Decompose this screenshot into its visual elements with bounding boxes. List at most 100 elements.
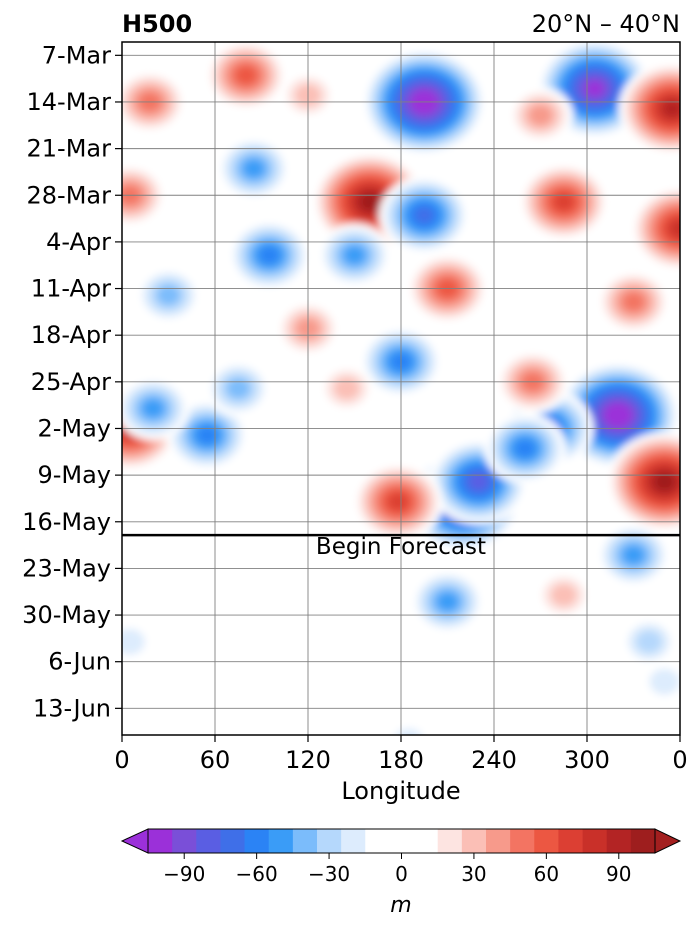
colorbar-segment [558, 829, 583, 853]
colorbar-segment [413, 829, 439, 853]
colorbar-segment [437, 829, 463, 853]
colorbar-tick-label: 0 [395, 862, 408, 886]
contour-band [622, 292, 645, 311]
anomaly-feature [385, 720, 432, 735]
contour-band [249, 584, 290, 620]
colorbar-segment [510, 829, 535, 853]
y-tick-label: 4-Apr [46, 228, 111, 256]
contour-band [259, 246, 280, 264]
colorbar-segment [220, 829, 245, 853]
anomaly-feature [596, 269, 671, 334]
y-tick-label: 9-May [37, 461, 111, 489]
colorbar-segment [365, 829, 390, 853]
x-axis: 0 60 120 180 240 300 0 [114, 735, 688, 774]
y-tick-label: 7-Mar [42, 41, 111, 69]
contour-band [388, 493, 408, 511]
anomaly-feature [318, 363, 376, 414]
contour-band [609, 407, 627, 423]
colorbar-segment [244, 829, 270, 853]
colorbar-tick-label: 30 [461, 862, 486, 886]
contour-band [385, 720, 432, 735]
y-tick-label: 6-Jun [48, 648, 111, 676]
colorbar-segment [292, 829, 318, 853]
contour-band [343, 246, 366, 265]
colorbar: −90 −60 −30 0 30 60 90 [120, 828, 682, 886]
y-tick-label: 16-May [22, 508, 111, 536]
contour-band [663, 100, 680, 117]
contour-band [142, 399, 164, 418]
contour-band [122, 628, 145, 655]
colorbar-segment [606, 829, 632, 853]
y-tick-label: 11-Apr [31, 275, 111, 303]
colorbar-segment [172, 829, 197, 853]
anomaly-feature [535, 570, 593, 620]
anomaly-feature [317, 223, 392, 288]
x-tick-label: 300 [564, 746, 610, 774]
plot-area: Begin Forecast [121, 41, 681, 736]
colorbar-extend-min [120, 828, 149, 854]
x-tick-label: 60 [200, 746, 231, 774]
anomaly-feature [640, 660, 680, 703]
anomaly-feature [507, 86, 574, 144]
colorbar-segment [196, 829, 221, 853]
contour-band [334, 377, 360, 400]
x-tick-label: 180 [378, 746, 424, 774]
colorbar-segment [534, 829, 559, 853]
colorbar-tick-label: −30 [308, 862, 350, 886]
contour-band [554, 193, 574, 211]
anomaly-contours [122, 42, 680, 735]
forecast-marker: Begin Forecast [122, 533, 680, 560]
y-tick-label: 2-May [37, 414, 111, 442]
y-tick-label: 14-Mar [27, 88, 112, 116]
y-tick-label: 25-Apr [31, 368, 111, 396]
contour-band [157, 285, 180, 306]
anomaly-feature [410, 569, 485, 634]
colorbar-segment [389, 829, 414, 853]
contour-band [236, 66, 256, 84]
anomaly-feature [216, 136, 291, 201]
y-tick-label: 23-May [22, 554, 111, 582]
anomaly-feature [362, 48, 487, 156]
y-tick-label: 18-Apr [31, 321, 111, 349]
contour-band [636, 630, 662, 653]
chart-title-left: H500 [122, 10, 192, 38]
forecast-label: Begin Forecast [316, 534, 486, 560]
contour-band [436, 592, 459, 611]
colorbar-segment [486, 829, 511, 853]
contour-band [585, 81, 604, 97]
contour-band [414, 206, 434, 224]
contour-band [622, 545, 645, 565]
anomaly-feature [249, 584, 290, 620]
anomaly-feature [204, 42, 288, 111]
contour-band [226, 378, 250, 399]
x-tick-label: 0 [114, 746, 129, 774]
anomaly-feature [620, 616, 678, 667]
colorbar-tick-label: 60 [534, 862, 559, 886]
colorbar-tick-label: −90 [163, 862, 205, 886]
contour-band [243, 159, 265, 178]
contour-band [655, 474, 674, 490]
anomaly-feature [228, 219, 311, 291]
contour-band [649, 668, 680, 695]
y-tick-label: 28-Mar [27, 181, 112, 209]
anomaly-feature [483, 412, 567, 485]
chart-title-right: 20°N – 40°N [532, 10, 680, 38]
contour-band [197, 426, 218, 444]
colorbar-segment [461, 829, 487, 853]
colorbar-tick-label: 90 [606, 862, 631, 886]
anomaly-feature [352, 462, 444, 541]
colorbar-segment [582, 829, 608, 853]
contour-band [395, 728, 422, 735]
anomaly-feature [122, 620, 155, 663]
anomaly-feature [122, 376, 190, 441]
colorbar-segment [268, 829, 294, 853]
anomaly-feature [518, 162, 610, 242]
anomaly-feature [205, 360, 272, 417]
anomaly-feature [378, 176, 470, 255]
anomaly-feature [606, 431, 680, 532]
colorbar-label: m [390, 893, 411, 918]
x-tick-label: 0 [672, 746, 687, 774]
y-tick-label: 13-Jun [33, 694, 111, 722]
colorbar-segment [630, 829, 656, 853]
